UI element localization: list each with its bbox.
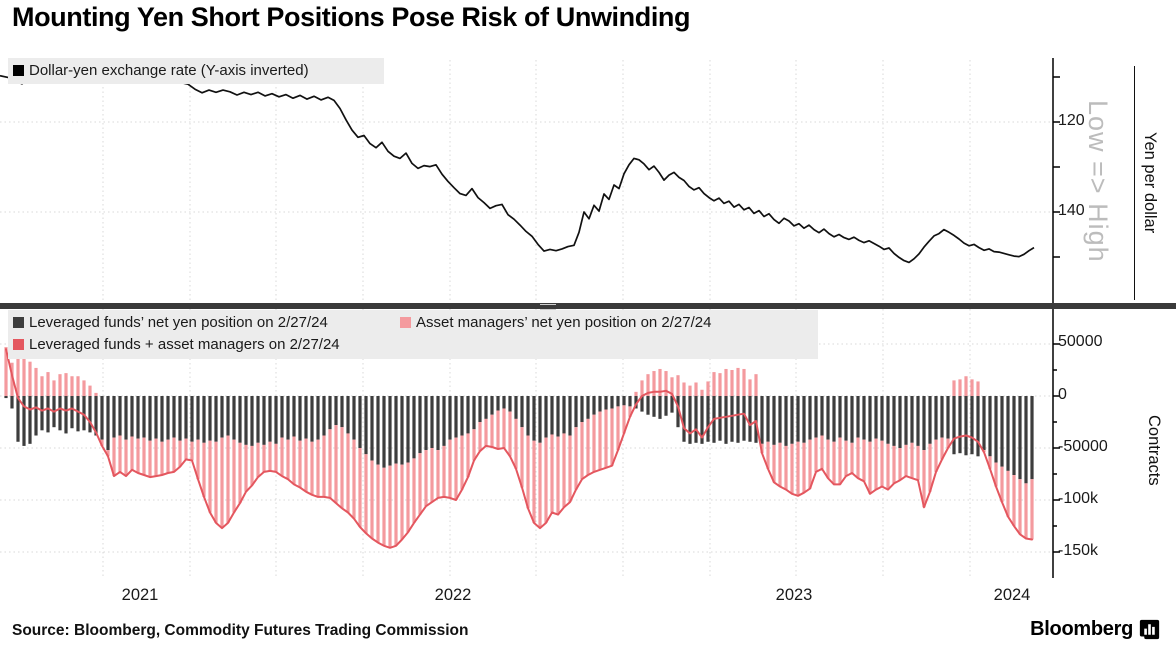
dollar-yen-chart-canvas[interactable]	[0, 58, 1176, 303]
x-axis-year-2021: 2021	[121, 586, 159, 604]
bottom-axis-tick-50000: 50000	[1058, 333, 1103, 350]
x-axis-year-2023: 2023	[775, 586, 813, 604]
x-axis-year-2024: 2024	[993, 586, 1031, 604]
source-credit: Source: Bloomberg, Commodity Futures Tra…	[12, 622, 469, 639]
gray-square-icon	[13, 317, 24, 328]
bloomberg-logo: Bloomberg	[1030, 618, 1160, 641]
leveraged-legend-label: Leveraged funds’ net yen position on 2/2…	[29, 314, 328, 331]
yen-per-dollar-axis-label: Yen per dollar	[1141, 132, 1159, 234]
bloomberg-logo-icon	[1139, 619, 1160, 640]
divider-drag-handle-icon[interactable]	[540, 304, 556, 310]
contracts-axis-label: Contracts	[1145, 414, 1163, 486]
black-square-icon	[13, 65, 24, 76]
red-square-icon	[13, 339, 24, 350]
bottom-axis-tick-neg50000: -50000	[1058, 438, 1108, 455]
top-axis-tick-140: 140	[1058, 202, 1085, 219]
bottom-axis-tick-0: 0	[1058, 386, 1067, 403]
bottom-legend: Leveraged funds’ net yen position on 2/2…	[8, 310, 818, 359]
bottom-axis-tick-neg100k: -100k	[1058, 490, 1099, 507]
axis-separator-line	[1134, 66, 1135, 300]
combined-legend-label: Leveraged funds + asset managers on 2/27…	[29, 336, 340, 353]
bloomberg-logo-text: Bloomberg	[1030, 618, 1133, 640]
asset-managers-legend-label: Asset managers’ net yen position on 2/27…	[416, 314, 712, 331]
low-high-annotation: Low => High	[1083, 99, 1113, 263]
top-legend: Dollar-yen exchange rate (Y-axis inverte…	[8, 58, 384, 84]
top-legend-label: Dollar-yen exchange rate (Y-axis inverte…	[29, 62, 309, 79]
bottom-axis-tick-neg150k: -150k	[1058, 542, 1099, 559]
x-axis-year-2022: 2022	[434, 586, 472, 604]
page-title: Mounting Yen Short Positions Pose Risk o…	[12, 2, 691, 32]
pink-square-icon	[400, 317, 411, 328]
top-axis-tick-120: 120	[1058, 112, 1085, 129]
positions-chart-canvas[interactable]	[0, 309, 1176, 578]
panel-divider[interactable]	[0, 303, 1176, 310]
